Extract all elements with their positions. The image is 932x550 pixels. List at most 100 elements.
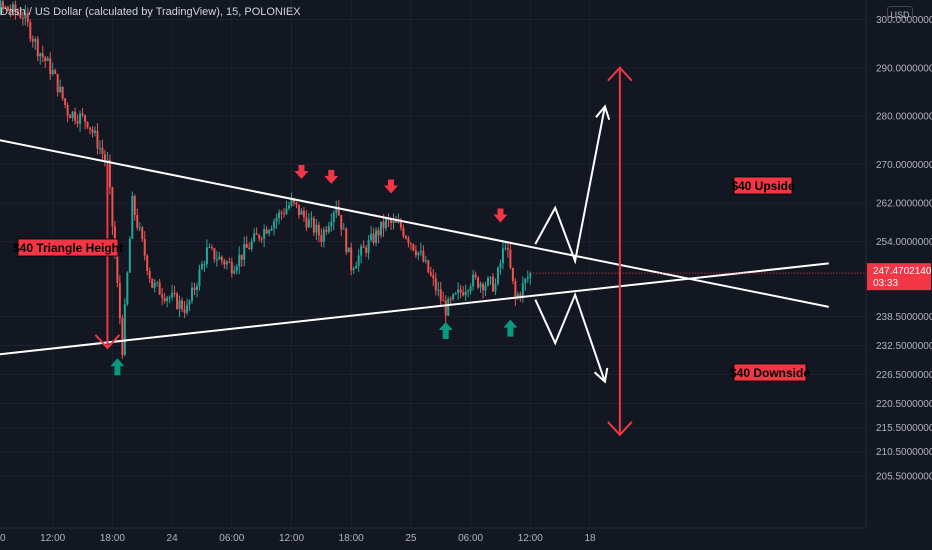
candle-down <box>26 13 29 23</box>
candle-down <box>16 12 19 14</box>
candle-up <box>203 264 206 266</box>
candle-down <box>176 293 179 309</box>
candle-up <box>278 212 281 219</box>
candle-up <box>310 218 313 220</box>
candle-down <box>362 246 365 248</box>
candle-up <box>290 198 293 206</box>
upside-label-box <box>733 176 793 195</box>
candle-up <box>205 247 208 265</box>
candle-up <box>166 297 169 302</box>
candle-up <box>168 297 171 299</box>
candle-up <box>526 277 529 280</box>
candle-down <box>511 267 514 282</box>
currency-button[interactable]: USD <box>887 6 913 22</box>
candle-up <box>126 272 129 305</box>
candle-up <box>330 221 333 227</box>
price-tick-label: 254.00000000 <box>876 237 932 248</box>
price-tick-label: 280.00000000 <box>876 112 932 123</box>
candle-down <box>312 218 315 233</box>
candle-down <box>409 243 412 245</box>
time-tick-label: 12:00 <box>518 533 543 544</box>
candle-down <box>519 294 522 297</box>
candle-down <box>429 272 432 276</box>
candle-up <box>392 220 395 223</box>
candle-up <box>332 212 335 222</box>
candle-down <box>255 233 258 235</box>
time-tick-label: 06:00 <box>0 533 6 544</box>
candle-down <box>390 219 392 223</box>
candle-down <box>402 227 405 237</box>
candle-up <box>153 283 156 288</box>
candle-down <box>297 204 300 215</box>
candle-down <box>103 154 106 161</box>
candle-up <box>335 207 338 213</box>
price-tick-label: 290.00000000 <box>876 63 932 74</box>
candle-down <box>74 111 77 121</box>
candle-down <box>4 6 7 8</box>
sell-arrow-icon <box>493 208 508 223</box>
time-tick-label: 12:00 <box>40 533 65 544</box>
candle-up <box>464 291 467 296</box>
candle-up <box>178 300 181 309</box>
candle-down <box>302 210 305 218</box>
candle-up <box>233 270 236 274</box>
candle-up <box>128 238 131 273</box>
candle-up <box>235 266 238 271</box>
candle-down <box>133 195 136 215</box>
candle-up <box>51 70 54 74</box>
candle-down <box>9 10 12 12</box>
candle-down <box>101 148 104 155</box>
candle-up <box>516 294 519 299</box>
price-tick-label: 262.00000000 <box>876 198 932 209</box>
candle-up <box>472 274 475 287</box>
candle-down <box>372 233 375 243</box>
candle-down <box>292 198 295 203</box>
upside-label: $40 Upside <box>731 179 795 193</box>
time-tick-label: 24 <box>167 533 179 544</box>
candle-down <box>193 287 196 291</box>
candle-up <box>489 276 492 278</box>
candle-down <box>161 294 164 298</box>
candle-down <box>432 275 435 279</box>
candle-up <box>352 268 355 271</box>
candle-down <box>240 254 243 260</box>
candle-down <box>280 212 283 214</box>
candle-up <box>437 289 440 291</box>
support-trendline <box>0 262 829 356</box>
candle-down <box>61 86 64 99</box>
candle-up <box>315 224 318 233</box>
candle-down <box>210 247 213 249</box>
candle-up <box>225 261 228 265</box>
price-tick-label: 270.00000000 <box>876 160 932 171</box>
candle-down <box>439 289 442 301</box>
candle-up <box>487 277 490 286</box>
candle-down <box>116 255 119 283</box>
candle-up <box>191 287 193 301</box>
candle-up <box>288 205 291 209</box>
candle-up <box>521 283 524 297</box>
candle-down <box>412 244 415 251</box>
symbol-title[interactable]: Dash / US Dollar (calculated by TradingV… <box>0 6 301 18</box>
sell-arrow-icon <box>384 179 398 194</box>
candle-down <box>31 38 34 42</box>
time-tick-label: 18:00 <box>339 533 364 544</box>
candle-up <box>342 228 345 230</box>
candle-up <box>347 247 350 253</box>
candle-up <box>355 265 358 269</box>
candle-down <box>509 249 512 268</box>
candle-up <box>186 304 189 313</box>
candle-down <box>56 73 59 92</box>
candle-up <box>367 240 370 253</box>
candle-up <box>452 294 455 300</box>
downside-label-box <box>733 363 807 382</box>
candle-down <box>248 247 251 250</box>
candle-down <box>66 104 69 116</box>
candle-up <box>98 148 101 150</box>
candle-down <box>136 214 139 228</box>
candle-down <box>1 1 4 7</box>
candle-up <box>188 300 191 305</box>
price-tick-label: 300.00000000 <box>876 15 932 26</box>
